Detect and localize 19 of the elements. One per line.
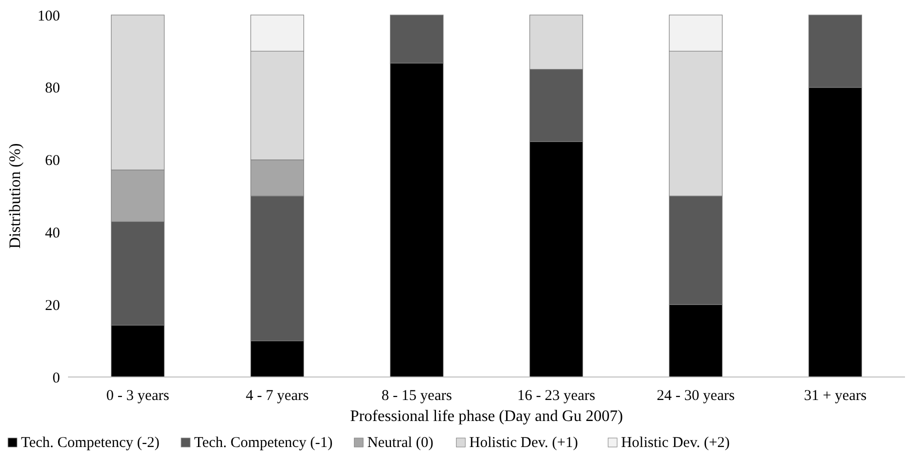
legend-label: Holistic Dev. (+1): [469, 435, 578, 451]
y-axis-title: Distribution (%): [7, 143, 24, 249]
y-tick-label: 0: [52, 370, 60, 386]
x-tick-label: 0 - 3 years: [106, 388, 170, 404]
y-tick-label: 80: [45, 80, 60, 97]
y-tick-label: 100: [38, 8, 60, 24]
x-tick-label: 8 - 15 years: [382, 388, 452, 404]
y-tick-label: 40: [45, 225, 60, 242]
x-tick-label: 31 + years: [804, 388, 867, 404]
legend-label: Tech. Competency (-1): [194, 435, 333, 451]
y-tick-label: 60: [45, 153, 60, 170]
x-tick-label: 24 - 30 years: [656, 388, 735, 404]
x-tick-label: 16 - 23 years: [517, 388, 596, 404]
x-axis-title: Professional life phase (Day and Gu 2007): [350, 408, 623, 425]
x-tick-label: 4 - 7 years: [246, 388, 309, 404]
legend-label: Tech. Competency (-2): [21, 435, 160, 451]
legend-label: Neutral (0): [367, 435, 434, 451]
legend-label: Holistic Dev. (+2): [621, 435, 730, 451]
y-tick-label: 20: [45, 298, 60, 314]
